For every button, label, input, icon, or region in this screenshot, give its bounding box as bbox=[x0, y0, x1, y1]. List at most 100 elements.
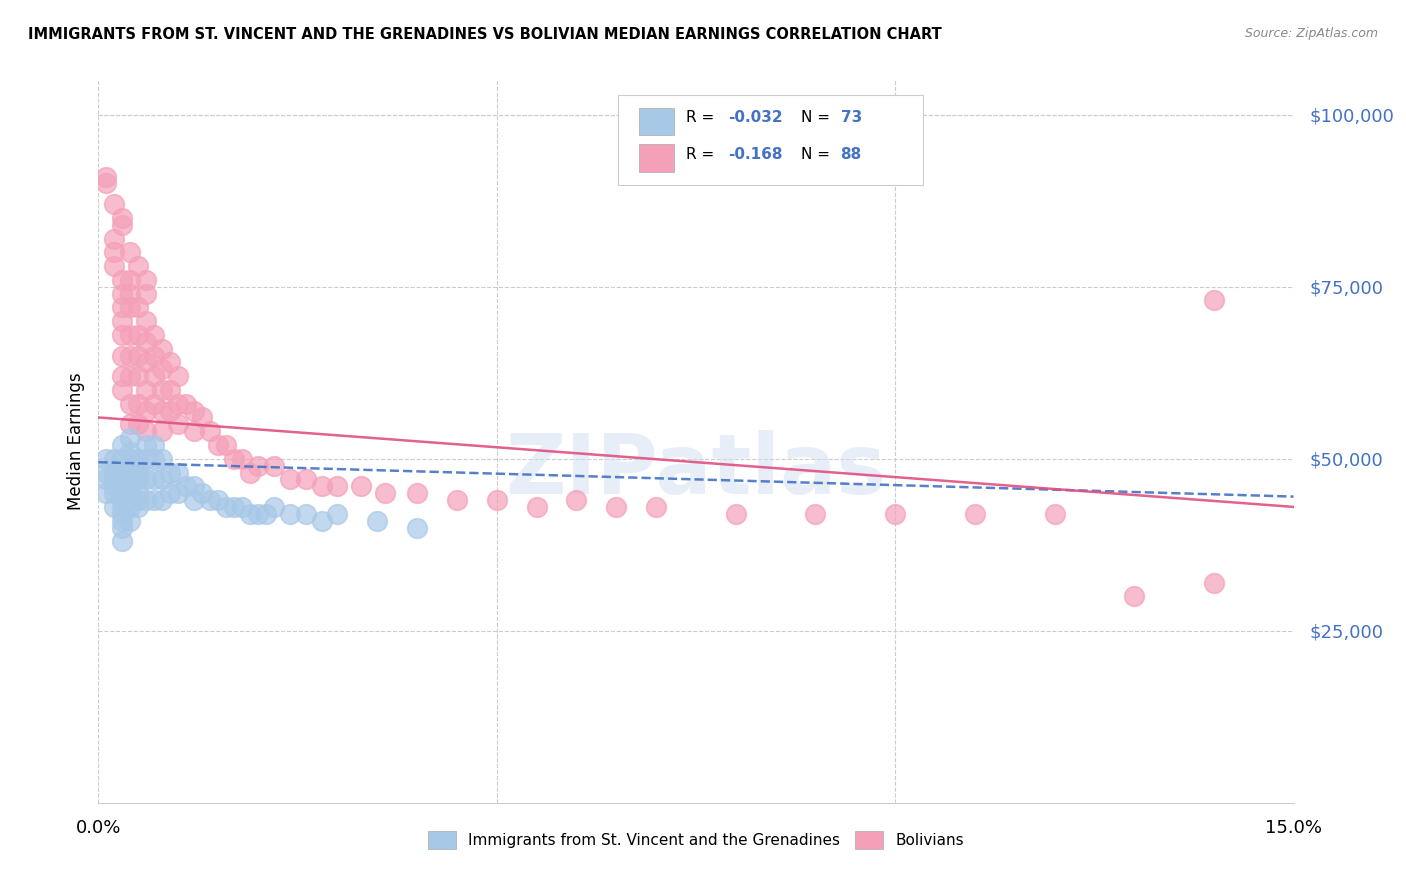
Point bbox=[120, 397, 142, 411]
Point bbox=[127, 327, 149, 342]
Point bbox=[406, 486, 429, 500]
Point bbox=[167, 417, 190, 432]
Point bbox=[127, 417, 149, 432]
Point bbox=[103, 197, 125, 211]
Point bbox=[96, 451, 118, 466]
Point bbox=[294, 472, 316, 486]
Point bbox=[120, 349, 142, 363]
Point bbox=[103, 500, 125, 514]
Point bbox=[127, 458, 149, 473]
Point bbox=[111, 327, 134, 342]
Point bbox=[135, 451, 157, 466]
Point bbox=[111, 349, 134, 363]
Point bbox=[111, 507, 134, 521]
Point bbox=[111, 273, 134, 287]
Point bbox=[135, 314, 157, 328]
Point bbox=[111, 472, 134, 486]
Point bbox=[135, 334, 157, 349]
Point bbox=[143, 327, 166, 342]
Text: Source: ZipAtlas.com: Source: ZipAtlas.com bbox=[1244, 27, 1378, 40]
Point bbox=[311, 514, 333, 528]
Point bbox=[120, 451, 142, 466]
Point bbox=[111, 500, 134, 514]
Text: R =: R = bbox=[686, 111, 720, 126]
Point bbox=[150, 493, 173, 508]
Point bbox=[103, 231, 125, 245]
Point bbox=[884, 507, 907, 521]
Point bbox=[215, 500, 238, 514]
Point bbox=[446, 493, 468, 508]
Point bbox=[120, 479, 142, 493]
Point bbox=[111, 514, 134, 528]
Point bbox=[724, 507, 747, 521]
Point bbox=[127, 349, 149, 363]
Point bbox=[111, 369, 134, 384]
Point bbox=[150, 472, 173, 486]
Point bbox=[135, 493, 157, 508]
Point bbox=[526, 500, 548, 514]
Point bbox=[263, 458, 285, 473]
Text: N =: N = bbox=[801, 147, 835, 162]
Point bbox=[96, 466, 118, 480]
Point bbox=[645, 500, 668, 514]
Point bbox=[215, 438, 238, 452]
Point bbox=[111, 383, 134, 397]
Point bbox=[96, 486, 118, 500]
Point bbox=[565, 493, 588, 508]
Point bbox=[127, 397, 149, 411]
Point bbox=[111, 479, 134, 493]
Point bbox=[120, 301, 142, 315]
Point bbox=[143, 349, 166, 363]
Point bbox=[120, 369, 142, 384]
Point bbox=[120, 273, 142, 287]
Point bbox=[143, 472, 166, 486]
Text: IMMIGRANTS FROM ST. VINCENT AND THE GRENADINES VS BOLIVIAN MEDIAN EARNINGS CORRE: IMMIGRANTS FROM ST. VINCENT AND THE GREN… bbox=[28, 27, 942, 42]
Point bbox=[111, 466, 134, 480]
Point bbox=[96, 169, 118, 184]
Text: ZIPatlas: ZIPatlas bbox=[506, 430, 886, 511]
Point bbox=[207, 438, 229, 452]
Point bbox=[111, 218, 134, 232]
Point bbox=[167, 466, 190, 480]
Point bbox=[120, 472, 142, 486]
Point bbox=[127, 301, 149, 315]
Point bbox=[167, 369, 190, 384]
Point bbox=[183, 493, 205, 508]
Point bbox=[143, 438, 166, 452]
Point bbox=[1123, 590, 1146, 604]
Point bbox=[143, 369, 166, 384]
Point bbox=[159, 466, 181, 480]
Point bbox=[111, 534, 134, 549]
Point bbox=[111, 451, 134, 466]
Point bbox=[120, 486, 142, 500]
Point bbox=[127, 259, 149, 273]
Point bbox=[143, 397, 166, 411]
Point bbox=[150, 403, 173, 417]
Point bbox=[246, 458, 269, 473]
Point bbox=[374, 486, 396, 500]
Point bbox=[120, 417, 142, 432]
Point bbox=[127, 486, 149, 500]
Point bbox=[207, 493, 229, 508]
Point bbox=[605, 500, 627, 514]
Point bbox=[120, 245, 142, 260]
Point bbox=[111, 286, 134, 301]
Point bbox=[183, 424, 205, 438]
Text: 73: 73 bbox=[841, 111, 862, 126]
Point bbox=[183, 403, 205, 417]
Point bbox=[120, 500, 142, 514]
Point bbox=[198, 424, 221, 438]
Point bbox=[326, 479, 349, 493]
Point bbox=[103, 466, 125, 480]
Point bbox=[167, 397, 190, 411]
Point bbox=[143, 493, 166, 508]
Point bbox=[103, 451, 125, 466]
Point bbox=[150, 451, 173, 466]
Point bbox=[120, 327, 142, 342]
Text: -0.168: -0.168 bbox=[728, 147, 783, 162]
Point bbox=[111, 486, 134, 500]
Point bbox=[111, 211, 134, 225]
Point bbox=[135, 424, 157, 438]
Point bbox=[174, 397, 197, 411]
Point bbox=[120, 493, 142, 508]
